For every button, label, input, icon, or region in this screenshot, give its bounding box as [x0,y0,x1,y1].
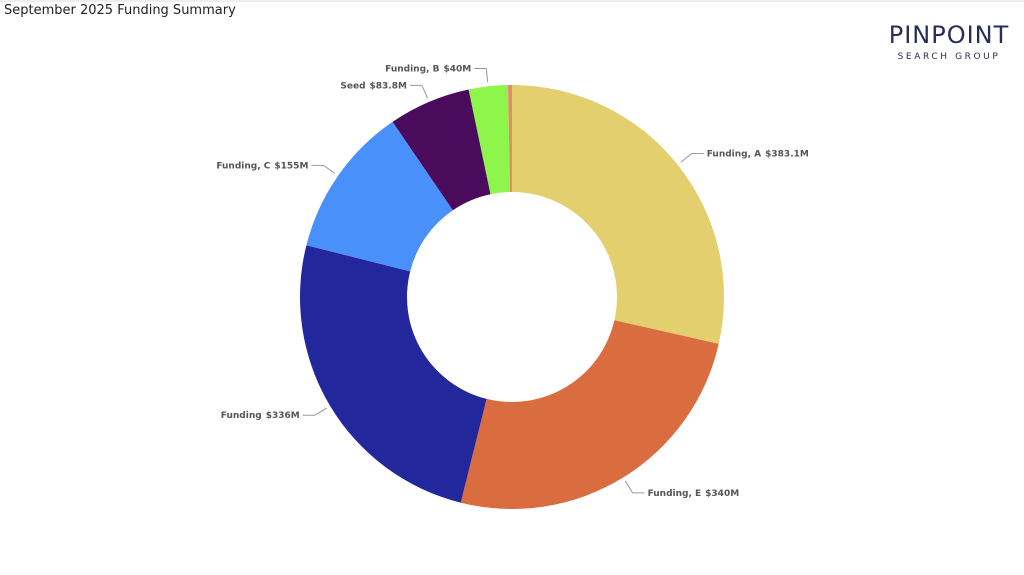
donut-slice [508,85,512,193]
data-label: Funding $336M [221,411,300,421]
chart-title: September 2025 Funding Summary [4,3,236,18]
leader-line [680,152,704,163]
donut-slice [306,121,453,272]
donut-slice [512,85,724,344]
label-category: Funding, E [648,488,702,498]
label-category: Funding [221,411,262,421]
donut-slice [300,245,487,503]
data-label: Funding, E $340M [648,488,740,498]
label-value: $340M [705,488,739,498]
donut-slice [460,320,719,509]
label-value: $83.8M [370,81,407,91]
leader-line [302,407,327,416]
leader-line [311,164,336,174]
data-label: Funding, C $155M [216,161,308,171]
leader-line [474,67,489,83]
leader-line [409,84,428,99]
data-label: Funding, B $40M [385,64,471,74]
label-category: Seed [340,81,365,91]
donut-slice [392,89,491,211]
label-category: Funding, C [216,161,270,171]
label-value: $336M [266,411,300,421]
label-value: $40M [443,64,471,74]
logo-name: PINPOINT [889,21,1010,49]
label-value: $155M [274,161,308,171]
donut-slice [468,85,511,195]
leader-line [624,480,645,494]
label-value: $383.1M [765,149,809,159]
label-category: Funding, A [707,149,761,159]
data-label: Funding, A $383.1M [707,149,809,159]
data-label: Seed $83.8M [340,81,407,91]
logo-tagline: SEARCH GROUP [898,52,1001,62]
label-category: Funding, B [385,64,439,74]
